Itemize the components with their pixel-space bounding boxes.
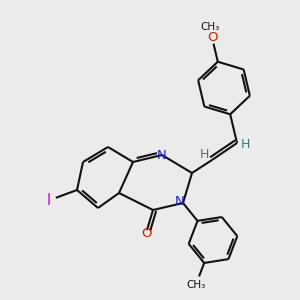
Text: O: O xyxy=(207,31,217,44)
Text: O: O xyxy=(142,227,152,240)
Text: H: H xyxy=(200,148,209,161)
Text: CH₃: CH₃ xyxy=(186,280,205,290)
Text: N: N xyxy=(157,148,167,161)
Text: CH₃: CH₃ xyxy=(200,22,219,32)
Text: N: N xyxy=(175,195,184,208)
Text: I: I xyxy=(47,193,51,208)
Text: H: H xyxy=(240,138,250,151)
